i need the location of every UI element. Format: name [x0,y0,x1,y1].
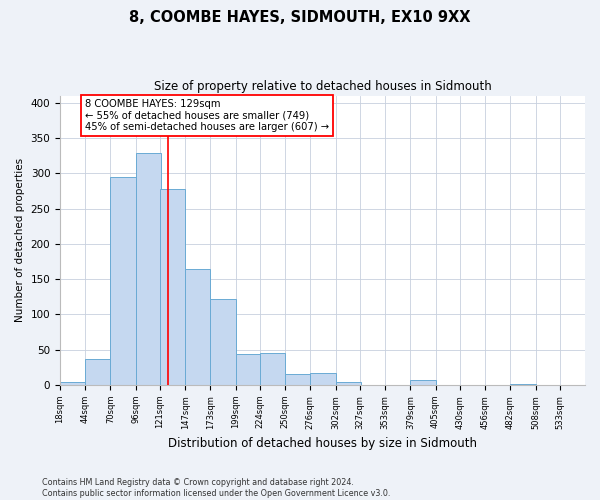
Bar [211,299,236,385]
Text: 8, COOMBE HAYES, SIDMOUTH, EX10 9XX: 8, COOMBE HAYES, SIDMOUTH, EX10 9XX [129,10,471,25]
Bar [410,380,436,385]
Bar [260,352,285,385]
Text: 8 COOMBE HAYES: 129sqm
← 55% of detached houses are smaller (749)
45% of semi-de: 8 COOMBE HAYES: 129sqm ← 55% of detached… [85,99,329,132]
Bar [310,373,335,385]
X-axis label: Distribution of detached houses by size in Sidmouth: Distribution of detached houses by size … [168,437,477,450]
Bar [236,354,261,385]
Bar [60,382,85,385]
Bar [285,374,310,385]
Bar [85,359,110,385]
Bar [110,177,136,385]
Bar [335,382,361,385]
Bar [136,154,161,385]
Bar [185,268,211,385]
Bar [160,189,185,385]
Y-axis label: Number of detached properties: Number of detached properties [15,158,25,322]
Title: Size of property relative to detached houses in Sidmouth: Size of property relative to detached ho… [154,80,491,93]
Bar [510,384,536,385]
Text: Contains HM Land Registry data © Crown copyright and database right 2024.
Contai: Contains HM Land Registry data © Crown c… [42,478,391,498]
